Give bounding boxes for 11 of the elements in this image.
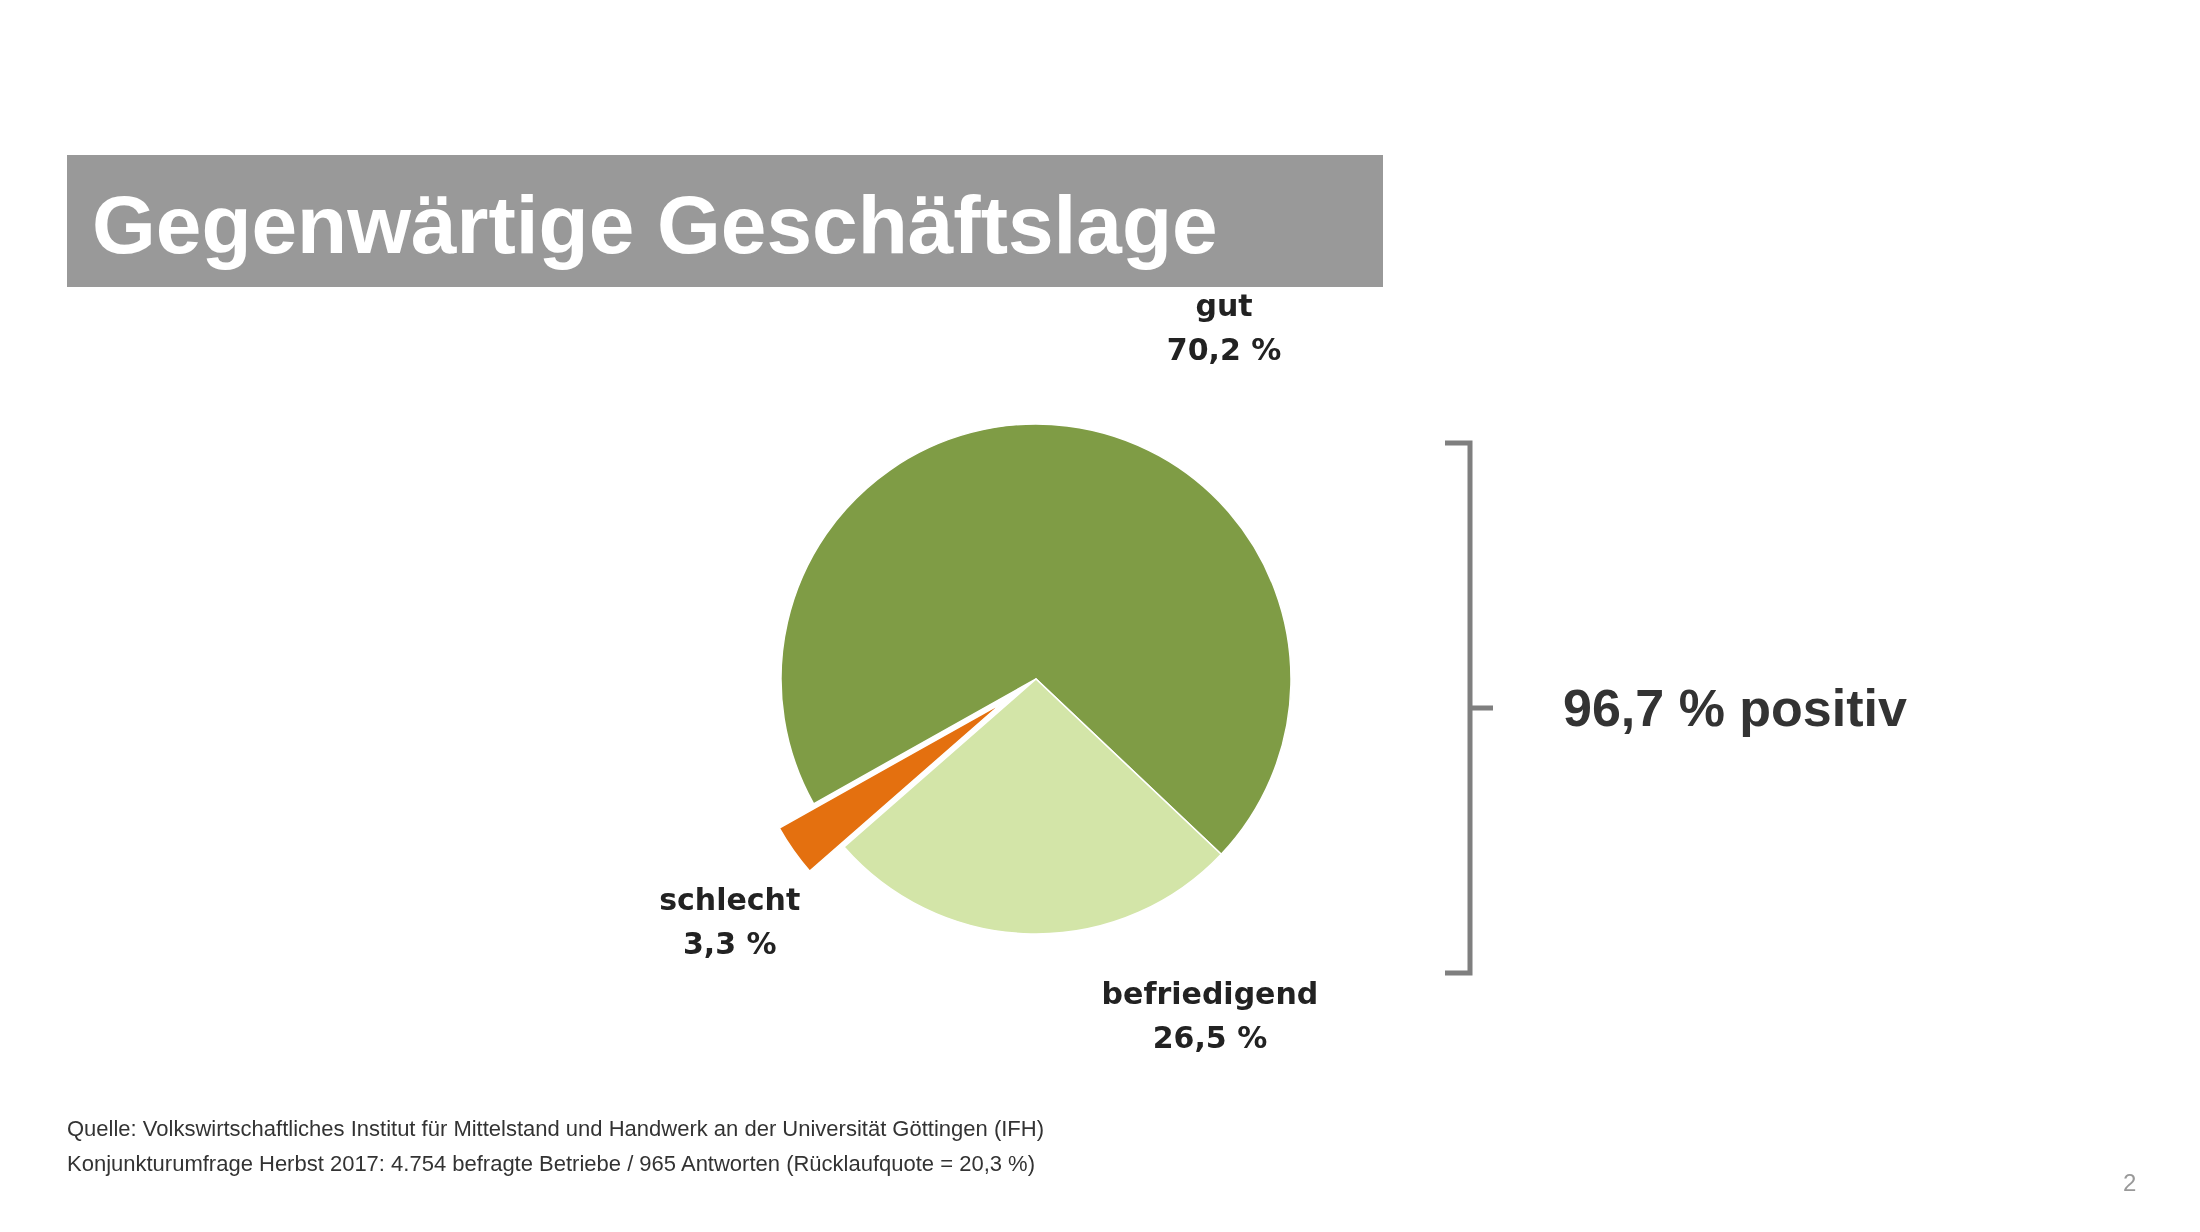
chart-title: Gegenwärtige Geschäftslage (92, 179, 1218, 270)
source-note: Quelle: Volkswirtschaftliches Institut für Mittelstand und Handwerk an der Universität Göttingen (IFH) (67, 1116, 1044, 1141)
data-label: 70,2 % (1166, 332, 1282, 368)
text: 96,7 % positiv (1563, 679, 1907, 737)
data-label: 26,5 % (1152, 1019, 1268, 1055)
text: 2 (2123, 1169, 2137, 1196)
slice-label: schlecht (659, 882, 801, 918)
data-label: 3,3 % (682, 926, 777, 962)
slice-label: gut (1195, 288, 1253, 324)
text: Konjunkturumfrage Herbst 2017: 4.754 befragte Betriebe / 965 Antworten (Rücklaufquote = 20,3 %) (67, 1151, 1035, 1176)
slice-label: befriedigend (1101, 975, 1319, 1011)
